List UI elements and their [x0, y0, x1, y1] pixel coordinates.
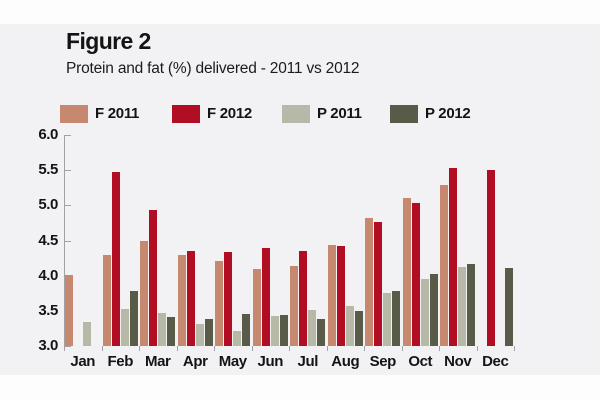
legend-swatch-p-2012	[390, 104, 418, 123]
y-axis-line	[64, 135, 65, 351]
x-axis-tick	[364, 346, 365, 351]
bar-p-2012-apr	[204, 319, 213, 346]
legend-label-p-2012: P 2012	[425, 105, 471, 122]
x-axis-tick	[176, 346, 178, 351]
bar-p-2011-oct	[420, 279, 429, 346]
y-axis-tick	[65, 240, 71, 242]
x-axis-label-apr: Apr	[182, 353, 208, 370]
bar-f-2012-dec	[486, 170, 495, 346]
bar-p-2011-jul	[308, 310, 317, 346]
x-axis-tick	[289, 346, 290, 351]
x-axis-tick	[439, 346, 440, 351]
bar-f-2011-jun	[252, 268, 261, 346]
bar-p-2012-feb	[129, 291, 138, 346]
bar-f-2011-jan	[65, 274, 74, 346]
x-axis-label-nov: Nov	[444, 353, 472, 370]
bar-p-2012-aug	[354, 310, 363, 346]
legend-item-f-2011: F 2011	[60, 104, 139, 123]
bar-f-2011-nov	[440, 184, 449, 346]
bar-p-2011-aug	[345, 305, 354, 346]
legend-swatch-f-2012	[172, 104, 200, 123]
x-axis-tick	[101, 346, 103, 351]
y-axis-tick	[65, 170, 71, 172]
bar-f-2011-jul	[290, 265, 299, 346]
bar-p-2012-may	[242, 313, 251, 346]
y-axis-label: 4.5	[38, 231, 58, 249]
y-axis-label: 3.5	[38, 301, 58, 319]
x-axis-tick	[401, 346, 403, 351]
y-axis-label: 5.0	[38, 196, 58, 214]
x-axis-tick	[214, 346, 215, 351]
bar-f-2011-sep	[365, 217, 374, 346]
bar-p-2011-mar	[158, 312, 167, 346]
bar-f-2011-oct	[402, 197, 411, 346]
y-axis-label: 5.5	[38, 161, 58, 179]
figure-title: Figure 2	[66, 28, 151, 54]
bar-f-2011-mar	[140, 241, 149, 346]
bar-p-2011-jun	[270, 315, 279, 346]
x-axis-tick	[251, 346, 253, 351]
y-axis-label: 6.0	[38, 126, 58, 143]
bar-p-2011-nov	[458, 267, 467, 346]
bar-p-2012-jun	[279, 315, 288, 346]
x-axis-label-may: May	[218, 353, 247, 370]
bar-f-2012-apr	[186, 251, 195, 346]
legend-item-p-2012: P 2012	[390, 104, 471, 123]
figure-subtitle: Protein and fat (%) delivered - 2011 vs …	[66, 60, 360, 77]
y-axis-tick	[65, 346, 71, 347]
legend-item-p-2011: P 2011	[282, 104, 362, 123]
x-axis-label-sep: Sep	[369, 353, 397, 370]
x-axis-tick	[476, 346, 478, 351]
bar-p-2012-jul	[317, 319, 326, 346]
bar-p-2011-jan	[83, 322, 92, 346]
bar-p-2011-feb	[120, 309, 129, 346]
bar-p-2012-dec	[504, 267, 513, 346]
legend-label-p-2011: P 2011	[317, 105, 362, 122]
x-axis-tick	[139, 346, 140, 351]
bar-p-2011-sep	[383, 292, 392, 346]
legend-label-f-2012: F 2012	[207, 105, 252, 122]
legend-label-f-2011: F 2011	[95, 105, 140, 122]
bar-f-2011-may	[215, 260, 224, 346]
bar-f-2012-feb	[111, 171, 120, 346]
x-axis-label-mar: Mar	[145, 353, 171, 370]
bar-f-2012-may	[224, 252, 233, 346]
bar-f-2012-jun	[261, 247, 270, 346]
bar-p-2011-apr	[195, 324, 204, 346]
x-axis-label-jun: Jun	[257, 353, 284, 370]
x-axis-label-dec: Dec	[482, 353, 509, 370]
x-axis-label-aug: Aug	[331, 353, 360, 370]
legend-swatch-f-2011	[60, 104, 88, 123]
bar-f-2011-aug	[327, 244, 336, 346]
bar-p-2012-oct	[429, 274, 438, 346]
x-axis-label-oct: Oct	[408, 353, 433, 370]
bar-f-2012-aug	[336, 246, 345, 346]
x-axis-tick	[326, 346, 328, 351]
bar-f-2012-mar	[149, 210, 158, 346]
y-axis-tick	[65, 205, 71, 207]
bar-p-2012-sep	[392, 291, 401, 346]
legend-item-f-2012: F 2012	[172, 104, 252, 123]
bar-f-2012-nov	[449, 168, 458, 346]
bar-p-2012-mar	[167, 317, 176, 346]
x-axis-label-feb: Feb	[107, 353, 134, 370]
x-axis-tick	[64, 346, 65, 351]
bar-f-2012-jul	[299, 251, 308, 346]
x-axis-label-jan: Jan	[70, 353, 96, 370]
bar-p-2012-nov	[467, 264, 476, 346]
bar-f-2012-sep	[374, 221, 383, 346]
bar-f-2012-oct	[411, 202, 420, 346]
y-axis-tick	[65, 135, 71, 136]
y-axis-label: 4.0	[38, 266, 58, 284]
x-axis-tick	[514, 346, 515, 351]
bar-p-2011-may	[233, 330, 242, 346]
bar-f-2011-apr	[177, 254, 186, 346]
y-axis-label: 3.0	[38, 337, 58, 354]
bar-f-2011-feb	[102, 254, 111, 346]
legend-swatch-p-2011	[282, 104, 310, 123]
x-axis-label-jul: Jul	[297, 353, 319, 370]
